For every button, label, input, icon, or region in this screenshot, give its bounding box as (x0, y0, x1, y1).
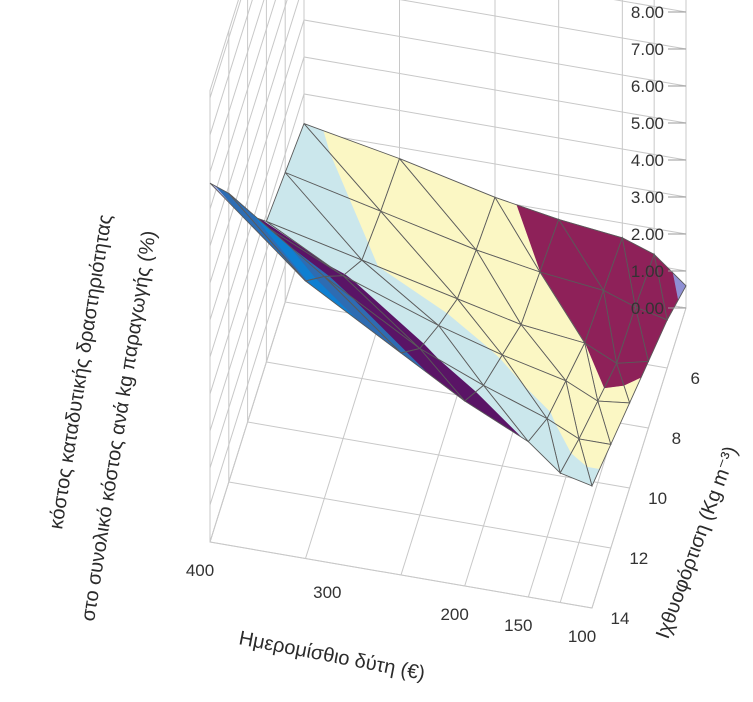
floor-gridline-y (228, 481, 611, 549)
z-tick-label: 0.00 (631, 299, 664, 318)
z-tick-label: 2.00 (631, 225, 664, 244)
floor-gridline-y (247, 421, 630, 489)
floor-gridline-y (209, 541, 593, 609)
z-gridline (209, 0, 253, 136)
x-axis-title: Ημερομίσθιο δύτη (€) (237, 627, 427, 685)
z-tick-label: 4.00 (631, 151, 664, 170)
surface-mesh-edge (559, 437, 593, 487)
z-tick-label: 7.00 (631, 40, 664, 59)
z-axis-title: κόστος καταδυτικής δραστηριότητας στο συ… (45, 213, 161, 623)
x-tick-label: 200 (440, 605, 468, 624)
z-tick-label: 6.00 (631, 77, 664, 96)
y-tick-label: 12 (629, 549, 648, 568)
y-tick-label: 8 (672, 429, 681, 448)
tick-labels: 0.00 1.00 2.00 3.00 4.00 5.00 6.00 7.00 8.00 400 3… (186, 3, 700, 646)
x-tick-label: 100 (568, 627, 596, 646)
z-tick-label: 8.00 (631, 3, 664, 22)
z-gridline (209, 0, 242, 99)
z-gridline (209, 0, 265, 173)
x-tick-label: 300 (313, 583, 341, 602)
z-tick-label: 1.00 (631, 262, 664, 281)
surface-mesh-edge (527, 417, 562, 475)
floor-gridline-x (209, 241, 305, 543)
z-tick-label: 5.00 (631, 114, 664, 133)
z-gridline (209, 0, 277, 210)
surface-mesh-edge (399, 347, 466, 402)
y-tick-label: 14 (611, 609, 630, 628)
y-tick-label: 6 (690, 369, 699, 388)
y-axis-title: Ιχθυοφόρτιση (Kg m⁻³) (652, 443, 742, 641)
surface-mesh (209, 122, 687, 488)
x-tick-label: 150 (504, 616, 532, 635)
surface-mesh-edge (463, 384, 529, 442)
z-gridline (209, 0, 687, 247)
floor-gridline-x (591, 307, 687, 609)
z-tick-label: 3.00 (631, 188, 664, 207)
y-tick-label: 10 (648, 489, 667, 508)
x-tick-label: 400 (186, 561, 214, 580)
